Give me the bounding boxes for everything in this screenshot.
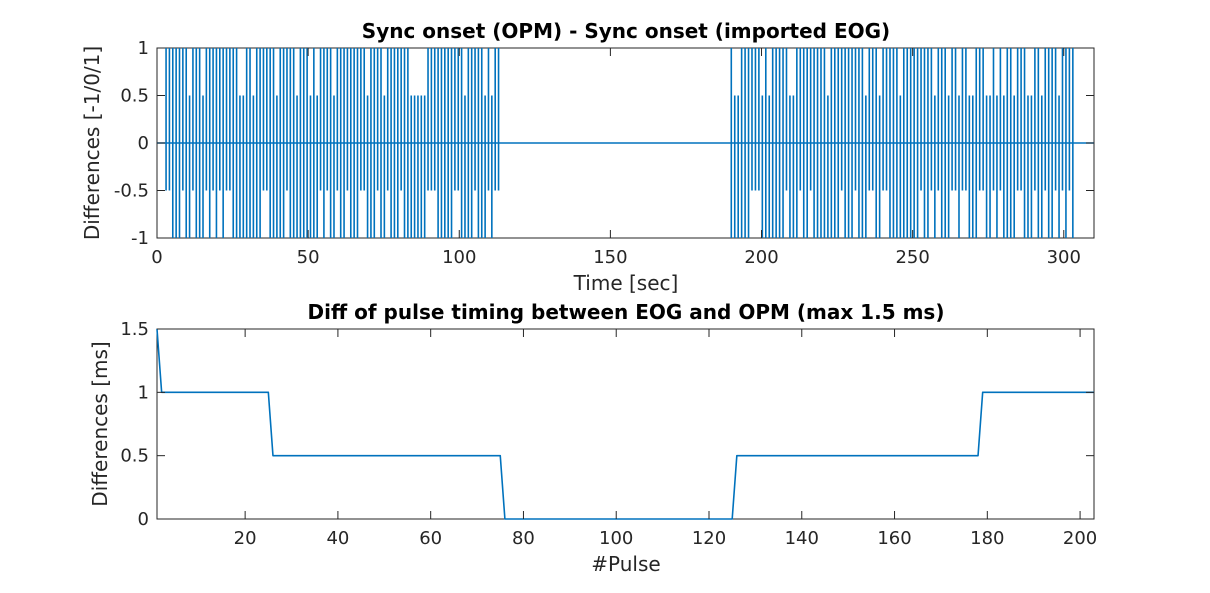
plot2-x-tick-label: 40 xyxy=(326,528,349,549)
plot-pulse-timing: Diff of pulse timing between EOG and OPM… xyxy=(88,300,1097,576)
plot2-y-tick-label: 1 xyxy=(138,382,149,403)
plot2-x-tick-label: 20 xyxy=(234,528,257,549)
plot2-x-tick-label: 120 xyxy=(692,528,726,549)
plot1-x-tick-label: 150 xyxy=(593,247,627,268)
plot2-x-axis-label: #Pulse xyxy=(591,552,660,576)
plot1-y-tick-label: 1 xyxy=(138,38,149,59)
plot1-y-tick-label: -1 xyxy=(131,228,149,249)
plot1-y-tick-label: 0 xyxy=(138,133,149,154)
plot2-x-tick-label: 100 xyxy=(599,528,633,549)
plot2-title: Diff of pulse timing between EOG and OPM… xyxy=(308,300,945,324)
plot2-y-tick-label: 1.5 xyxy=(120,319,149,340)
plot2-y-tick-label: 0 xyxy=(138,509,149,530)
plot1-y-axis-ticks: -1 -0.5 0 0.5 1 xyxy=(114,38,1094,249)
plot1-x-tick-label: 200 xyxy=(744,247,778,268)
plot1-series-group xyxy=(157,48,1094,238)
plot1-x-tick-label: 0 xyxy=(151,247,162,268)
plot1-x-tick-label: 50 xyxy=(297,247,320,268)
plot1-y-axis-label: Differences [-1/0/1] xyxy=(80,46,104,240)
plot1-y-tick-label: -0.5 xyxy=(114,181,149,202)
plot2-x-tick-label: 180 xyxy=(970,528,1004,549)
plot1-x-axis-ticks: 0 50 100 150 200 250 300 xyxy=(151,48,1081,268)
plot2-x-tick-label: 140 xyxy=(785,528,819,549)
plot2-x-axis-ticks: 20 40 60 80 100 120 140 160 180 200 xyxy=(234,329,1097,549)
plot1-title: Sync onset (OPM) - Sync onset (imported … xyxy=(362,19,890,43)
plot2-x-tick-label: 60 xyxy=(419,528,442,549)
plot1-y-tick-label: 0.5 xyxy=(120,86,149,107)
plot-sync-onset: Sync onset (OPM) - Sync onset (imported … xyxy=(80,19,1095,295)
plot2-axes-box xyxy=(156,328,1095,520)
plot2-x-tick-label: 200 xyxy=(1063,528,1097,549)
plot2-x-tick-label: 160 xyxy=(877,528,911,549)
plot2-y-axis-ticks: 0 0.5 1 1.5 xyxy=(120,319,1094,530)
plot1-x-tick-label: 300 xyxy=(1047,247,1081,268)
plot1-x-tick-label: 100 xyxy=(442,247,476,268)
plot2-y-tick-label: 0.5 xyxy=(120,446,149,467)
plot1-x-tick-label: 250 xyxy=(895,247,929,268)
plot2-y-axis-label: Differences [ms] xyxy=(88,341,112,506)
plot2-series-group xyxy=(156,328,1094,520)
plot1-x-axis-label: Time [sec] xyxy=(573,271,679,295)
plot2-series-line xyxy=(156,328,1094,520)
plot2-x-tick-label: 80 xyxy=(512,528,535,549)
